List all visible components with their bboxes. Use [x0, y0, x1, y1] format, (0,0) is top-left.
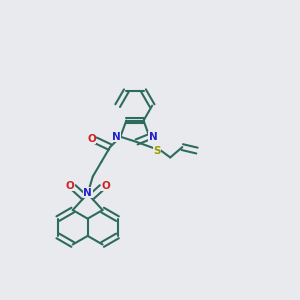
- Text: O: O: [65, 181, 74, 191]
- Text: O: O: [101, 181, 110, 191]
- Text: S: S: [153, 146, 160, 156]
- Text: N: N: [112, 132, 121, 142]
- Text: N: N: [83, 188, 92, 198]
- Text: N: N: [148, 132, 158, 142]
- Text: O: O: [87, 134, 96, 144]
